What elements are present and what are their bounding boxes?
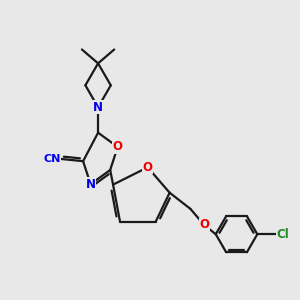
Text: O: O bbox=[143, 161, 153, 174]
Text: N: N bbox=[93, 101, 103, 114]
Text: O: O bbox=[113, 140, 123, 153]
Text: O: O bbox=[199, 218, 209, 232]
Text: Cl: Cl bbox=[276, 228, 289, 241]
Text: CN: CN bbox=[44, 154, 61, 164]
Text: N: N bbox=[85, 178, 96, 191]
